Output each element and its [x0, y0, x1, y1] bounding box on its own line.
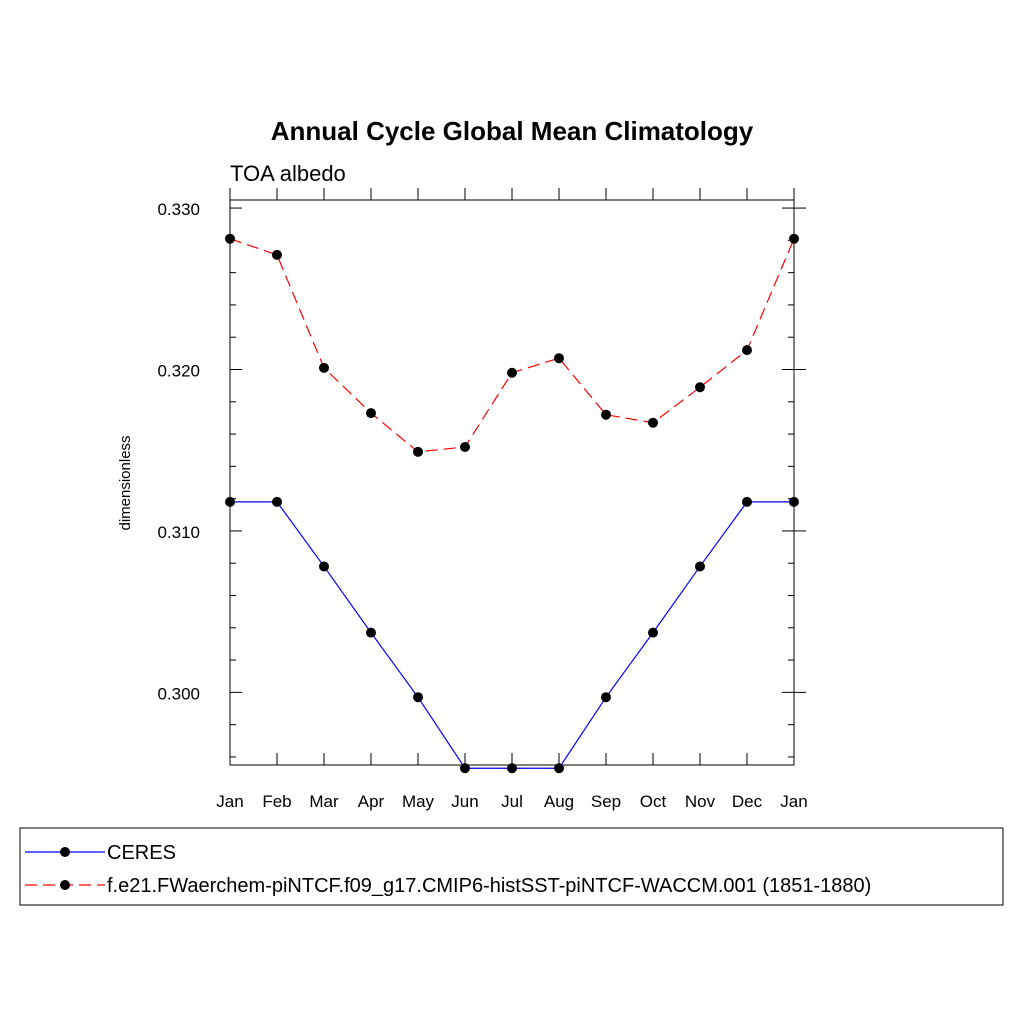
data-point: [272, 496, 282, 507]
legend: CERES f.e21.FWaerchem-piNTCF.f09_g17.CMIP…: [19, 827, 1004, 906]
series-line-1: [229, 238, 795, 453]
data-point: [742, 496, 752, 507]
data-point: [319, 362, 329, 373]
legend-label: CERES: [107, 842, 176, 864]
data-point: [648, 417, 658, 428]
data-point: [695, 561, 705, 572]
data-point: [554, 353, 564, 364]
x-tick-label: Feb: [262, 792, 291, 811]
x-tick-label: Jan: [216, 792, 243, 811]
data-point: [366, 408, 376, 419]
plot-frame: [229, 199, 795, 766]
data-point: [789, 496, 799, 507]
data-point: [272, 249, 282, 260]
data-point: [789, 233, 799, 244]
data-point: [601, 692, 611, 703]
x-tick-label: Nov: [685, 792, 716, 811]
y-tick-label: 0.330: [157, 200, 200, 219]
chart-title: Annual Cycle Global Mean Climatology: [271, 116, 754, 146]
data-point: [225, 496, 235, 507]
x-tick-label: May: [402, 792, 435, 811]
ticks-layer: Jan Feb Mar Apr May Jun Jul Aug Sep Oct Nov Dec Jan 0…: [157, 188, 808, 811]
x-tick-label: Oct: [640, 792, 667, 811]
legend-box: [19, 827, 1004, 906]
legend-label: f.e21.FWaerchem-piNTCF.f09_g17.CMIP6-his…: [107, 875, 871, 897]
data-point: [648, 627, 658, 638]
data-point: [460, 441, 470, 452]
x-tick-label: Jun: [451, 792, 478, 811]
data-point: [507, 367, 517, 378]
legend-marker: [60, 880, 70, 890]
data-point: [601, 409, 611, 420]
series-layer: [225, 233, 799, 774]
data-point: [742, 345, 752, 356]
y-tick-label: 0.320: [157, 362, 200, 381]
legend-marker: [60, 847, 70, 857]
data-point: [225, 233, 235, 244]
y-tick-label: 0.310: [157, 523, 200, 542]
data-point: [413, 446, 423, 457]
data-point: [460, 763, 470, 774]
x-tick-label: Apr: [358, 792, 385, 811]
x-tick-label: Aug: [544, 792, 574, 811]
x-tick-label: Mar: [309, 792, 339, 811]
x-tick-label: Sep: [591, 792, 621, 811]
data-point: [507, 763, 517, 774]
x-tick-label: Jan: [780, 792, 807, 811]
y-axis-label: dimensionless: [117, 435, 134, 530]
x-tick-label: Jul: [501, 792, 523, 811]
chart-subtitle: TOA albedo: [230, 161, 346, 186]
series-line-0: [230, 501, 794, 769]
data-point: [695, 382, 705, 393]
data-point: [319, 561, 329, 572]
data-point: [366, 627, 376, 638]
x-tick-label: Dec: [732, 792, 763, 811]
data-point: [554, 763, 564, 774]
y-tick-label: 0.300: [157, 684, 200, 703]
data-point: [413, 692, 423, 703]
